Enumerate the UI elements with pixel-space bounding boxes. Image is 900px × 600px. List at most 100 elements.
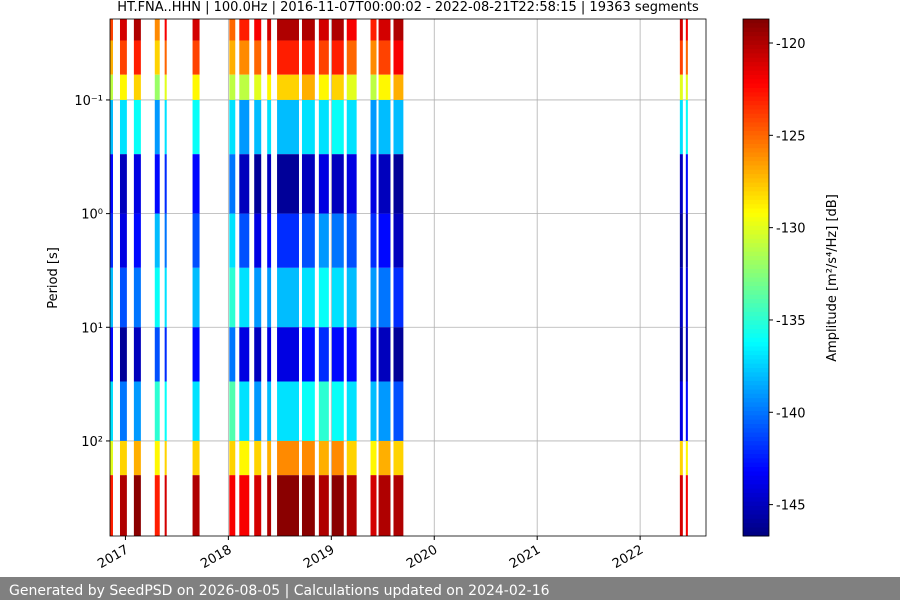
colorbar-strip — [743, 208, 769, 214]
psd-cell — [239, 19, 250, 41]
psd-cell — [679, 19, 683, 41]
colorbar-strip — [743, 40, 769, 46]
colorbar-strip — [743, 436, 769, 442]
psd-cell — [318, 154, 329, 214]
psd-cell — [679, 74, 683, 100]
psd-cell — [331, 74, 344, 100]
colorbar-strip — [743, 367, 769, 373]
psd-cell — [229, 19, 236, 41]
psd-cell — [370, 267, 377, 328]
colorbar-strip — [743, 260, 769, 266]
psd-cell — [192, 440, 200, 476]
psd-cell — [318, 440, 329, 476]
psd-cell — [192, 40, 200, 75]
colorbar-strip — [743, 527, 769, 533]
psd-cell — [192, 99, 200, 155]
x-tick-label: 2020 — [404, 542, 440, 572]
psd-cell — [331, 440, 344, 476]
psd-cell — [239, 40, 250, 75]
psd-cell — [318, 40, 329, 75]
colorbar-strip — [743, 307, 769, 313]
psd-cell — [277, 74, 299, 100]
psd-cell — [301, 154, 315, 214]
psd-cell — [277, 19, 299, 41]
psd-cell — [164, 74, 167, 100]
colorbar-strip — [743, 199, 769, 205]
psd-cell — [318, 327, 329, 382]
psd-cell — [277, 381, 299, 441]
psd-cell — [164, 475, 167, 536]
psd-cell — [393, 99, 404, 155]
colorbar-strip — [743, 87, 769, 93]
colorbar-tick-label: -140 — [776, 406, 806, 421]
psd-cell — [229, 99, 236, 155]
psd-cell — [254, 154, 262, 214]
psd-cell — [378, 74, 391, 100]
psd-cell — [154, 74, 160, 100]
psd-cell — [685, 440, 688, 476]
psd-cell — [378, 19, 391, 41]
colorbar-strip — [743, 139, 769, 145]
psd-cell — [331, 213, 344, 268]
psd-cell — [154, 99, 160, 155]
colorbar-strip — [743, 212, 769, 218]
psd-cell — [164, 19, 167, 41]
colorbar-strip — [743, 445, 769, 451]
colorbar-strip — [743, 268, 769, 274]
colorbar-strip — [743, 66, 769, 72]
psd-cell — [679, 213, 683, 268]
psd-cell — [154, 40, 160, 75]
psd-cell — [119, 267, 127, 328]
psd-cell — [393, 440, 404, 476]
psd-cell — [192, 213, 200, 268]
psd-cell — [267, 40, 272, 75]
psd-cell — [254, 327, 262, 382]
psd-cell — [679, 475, 683, 536]
psd-cell — [133, 213, 141, 268]
colorbar-strip — [743, 243, 769, 248]
psd-cell — [277, 475, 299, 536]
psd-cell — [133, 19, 141, 41]
colorbar-strip — [743, 135, 769, 141]
colorbar-strip — [743, 329, 769, 335]
psd-cell — [393, 19, 404, 41]
psd-cell — [277, 440, 299, 476]
psd-cell — [229, 381, 236, 441]
colorbar-strip — [743, 62, 769, 67]
psd-cell — [119, 440, 127, 476]
psd-cell — [239, 327, 250, 382]
psd-cell — [154, 267, 160, 328]
colorbar-strip — [743, 217, 769, 222]
colorbar-strip — [743, 83, 769, 89]
psd-cell — [679, 327, 683, 382]
psd-cell — [301, 475, 315, 536]
colorbar-strip — [743, 359, 769, 365]
colorbar-strip — [743, 462, 769, 468]
psd-cell — [110, 154, 113, 214]
colorbar-strip — [743, 342, 769, 347]
psd-cell — [110, 267, 113, 328]
psd-cell — [154, 475, 160, 536]
psd-cell — [378, 40, 391, 75]
psd-cell — [119, 40, 127, 75]
psd-cell — [370, 213, 377, 268]
psd-cell — [229, 327, 236, 382]
psd-cell — [370, 440, 377, 476]
psd-cell — [133, 99, 141, 155]
colorbar-strip — [743, 492, 769, 498]
psd-cell — [679, 381, 683, 441]
psd-cell — [318, 19, 329, 41]
psd-cell — [679, 267, 683, 328]
psd-cell — [370, 154, 377, 214]
psd-cell — [229, 440, 236, 476]
colorbar-strip — [743, 531, 769, 537]
psd-cell — [393, 267, 404, 328]
psd-cell — [192, 381, 200, 441]
psd-cell — [393, 40, 404, 75]
psd-cell — [393, 74, 404, 100]
psd-cell — [277, 99, 299, 155]
psd-cell — [685, 40, 688, 75]
psd-cell — [133, 381, 141, 441]
psd-cell — [685, 381, 688, 441]
colorbar-strip — [743, 230, 769, 235]
